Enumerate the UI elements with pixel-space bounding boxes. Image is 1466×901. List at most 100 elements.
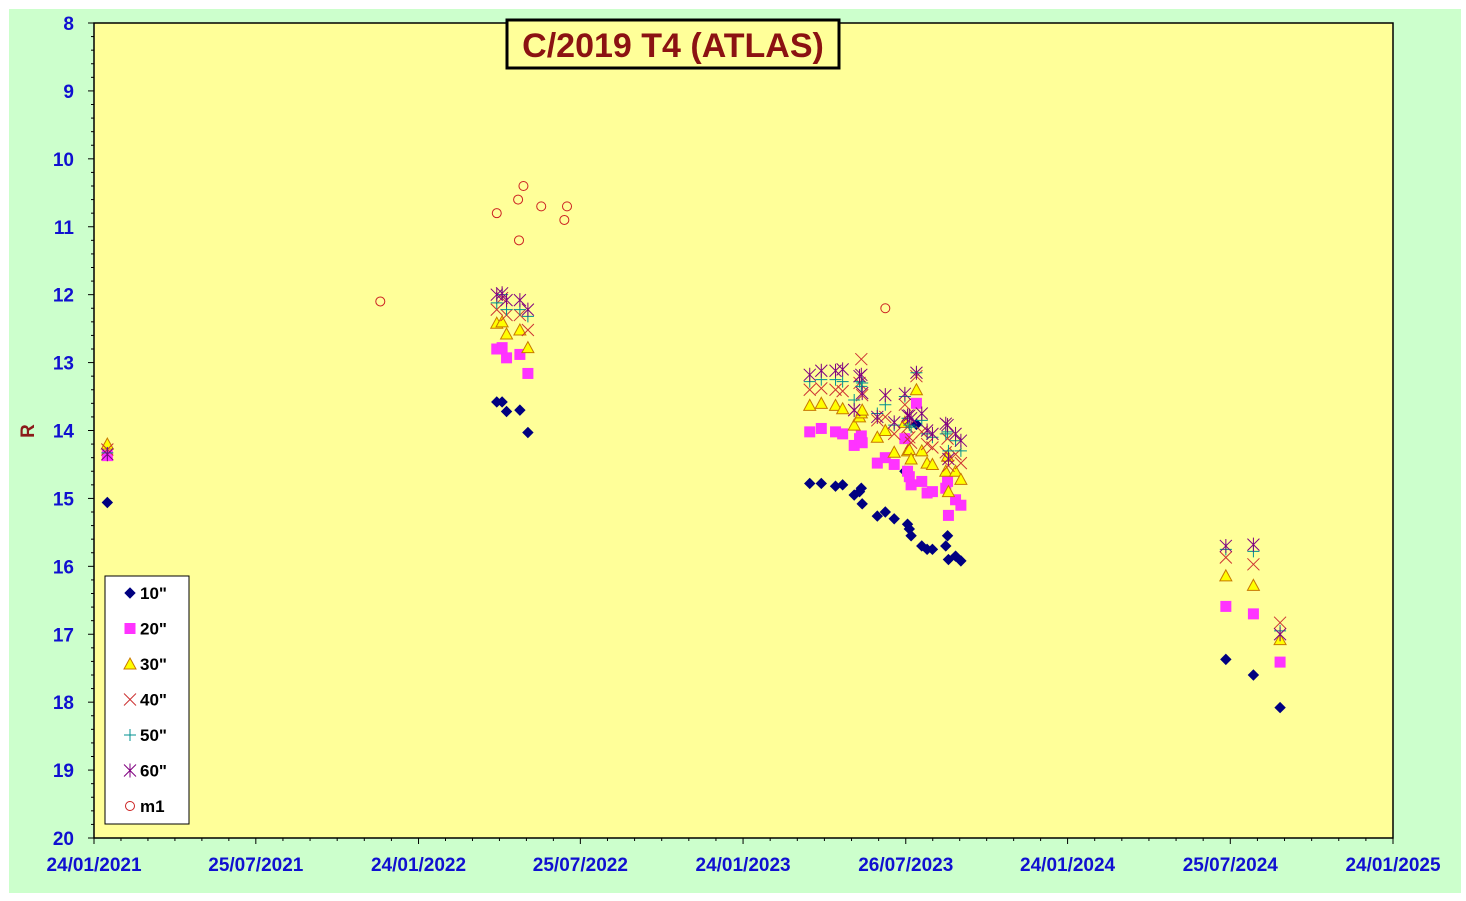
data-point-10 [1274,701,1286,714]
data-point-10 [500,405,513,418]
data-point-20 [1247,608,1259,620]
data-point-60 [942,452,955,467]
data-point-60 [836,362,849,377]
y-tick-label: 16 [53,557,74,578]
data-point-20 [804,426,816,438]
data-point-60 [870,409,884,424]
data-point-30 [499,327,514,340]
data-point-60 [854,367,868,382]
data-point-30 [948,464,963,477]
data-point-30 [954,472,968,485]
legend-marker [125,801,135,811]
data-point-10 [101,496,114,509]
data-point-40 [941,432,954,446]
data-point-20 [837,428,849,440]
chart-title-box: C/2019 T4 (ATLAS) [505,18,841,70]
data-point-60 [954,433,968,448]
legend-box [104,575,190,825]
chart-title-border [505,18,841,70]
data-point-60 [814,363,828,378]
data-point-10 [514,404,526,416]
data-point-40 [1247,557,1260,571]
data-point-60 [521,302,535,317]
data-point-m1 [880,303,891,314]
data-point-40 [521,323,535,337]
data-point-40 [954,456,968,470]
data-point-30 [847,418,862,431]
x-tick-label: 24/01/2024 [1020,855,1116,876]
data-point-60 [898,386,912,401]
data-point-m1 [559,214,570,225]
data-point-10 [941,530,954,542]
data-point-20 [942,475,954,487]
series-1 [101,342,1286,668]
data-point-40 [926,441,939,454]
y-tick-label: 10 [53,150,74,171]
y-tick-label: 13 [53,354,74,375]
data-point-40 [1273,616,1287,630]
data-point-20 [899,433,911,445]
data-point-60 [941,418,954,433]
legend-marker [124,623,136,634]
legend: 10" 20" 30" 40" 50" 60" m1 [104,575,190,825]
data-point-20 [522,367,534,379]
data-point-30 [925,457,940,470]
data-point-60 [1247,537,1260,552]
data-point-40 [836,384,849,398]
series-5 [100,286,1287,642]
data-point-30 [914,443,929,457]
data-point-30 [1219,568,1233,582]
y-tick-label: 18 [53,693,74,714]
data-point-30 [828,398,843,411]
y-tick-label: 9 [63,82,74,103]
x-tick-label: 24/01/2021 [46,855,142,876]
data-point-10 [496,396,508,408]
data-point-60 [1219,538,1233,553]
data-point-60 [803,367,817,382]
legend-marker [123,656,137,670]
data-point-60 [1273,627,1287,642]
legend-label: m1 [140,797,165,816]
data-point-10 [856,498,868,510]
data-point-10 [871,510,884,522]
data-point-10 [905,530,917,542]
data-point-60 [855,386,869,401]
data-point-20 [926,486,938,498]
data-point-20 [905,479,917,491]
x-tick-label: 25/07/2022 [533,855,628,876]
data-point-10 [855,482,868,494]
data-point-10 [926,543,939,556]
data-point-40 [854,352,868,366]
data-point-30 [938,464,953,477]
data-point-60 [500,293,513,308]
legend-label: 20" [140,620,167,639]
data-point-m1 [513,194,524,205]
data-point-40 [803,383,817,397]
x-tick-label: 25/07/2021 [208,855,304,876]
data-point-40 [904,436,918,450]
data-point-m1 [491,208,502,219]
x-tick-label: 25/07/2024 [1183,855,1279,876]
data-point-40 [920,437,934,451]
y-tick-label: 8 [63,14,74,35]
data-point-m1 [536,201,547,212]
legend-marker [123,763,137,778]
legend-label: 10" [140,584,167,603]
data-point-30 [870,430,885,443]
data-point-30 [878,423,893,436]
data-point-30 [904,451,918,465]
data-point-30 [802,398,817,411]
data-point-m1 [513,235,524,246]
data-point-60 [887,415,901,430]
data-point-40 [915,425,929,439]
data-point-30 [521,340,535,354]
data-point-10 [879,506,892,518]
data-point-60 [878,388,892,403]
y-tick-label: 11 [54,218,75,239]
data-point-20 [815,422,827,434]
data-point-20 [910,397,922,409]
data-point-20 [496,342,508,354]
data-point-50 [855,380,868,393]
y-tick-label: 20 [53,829,74,850]
